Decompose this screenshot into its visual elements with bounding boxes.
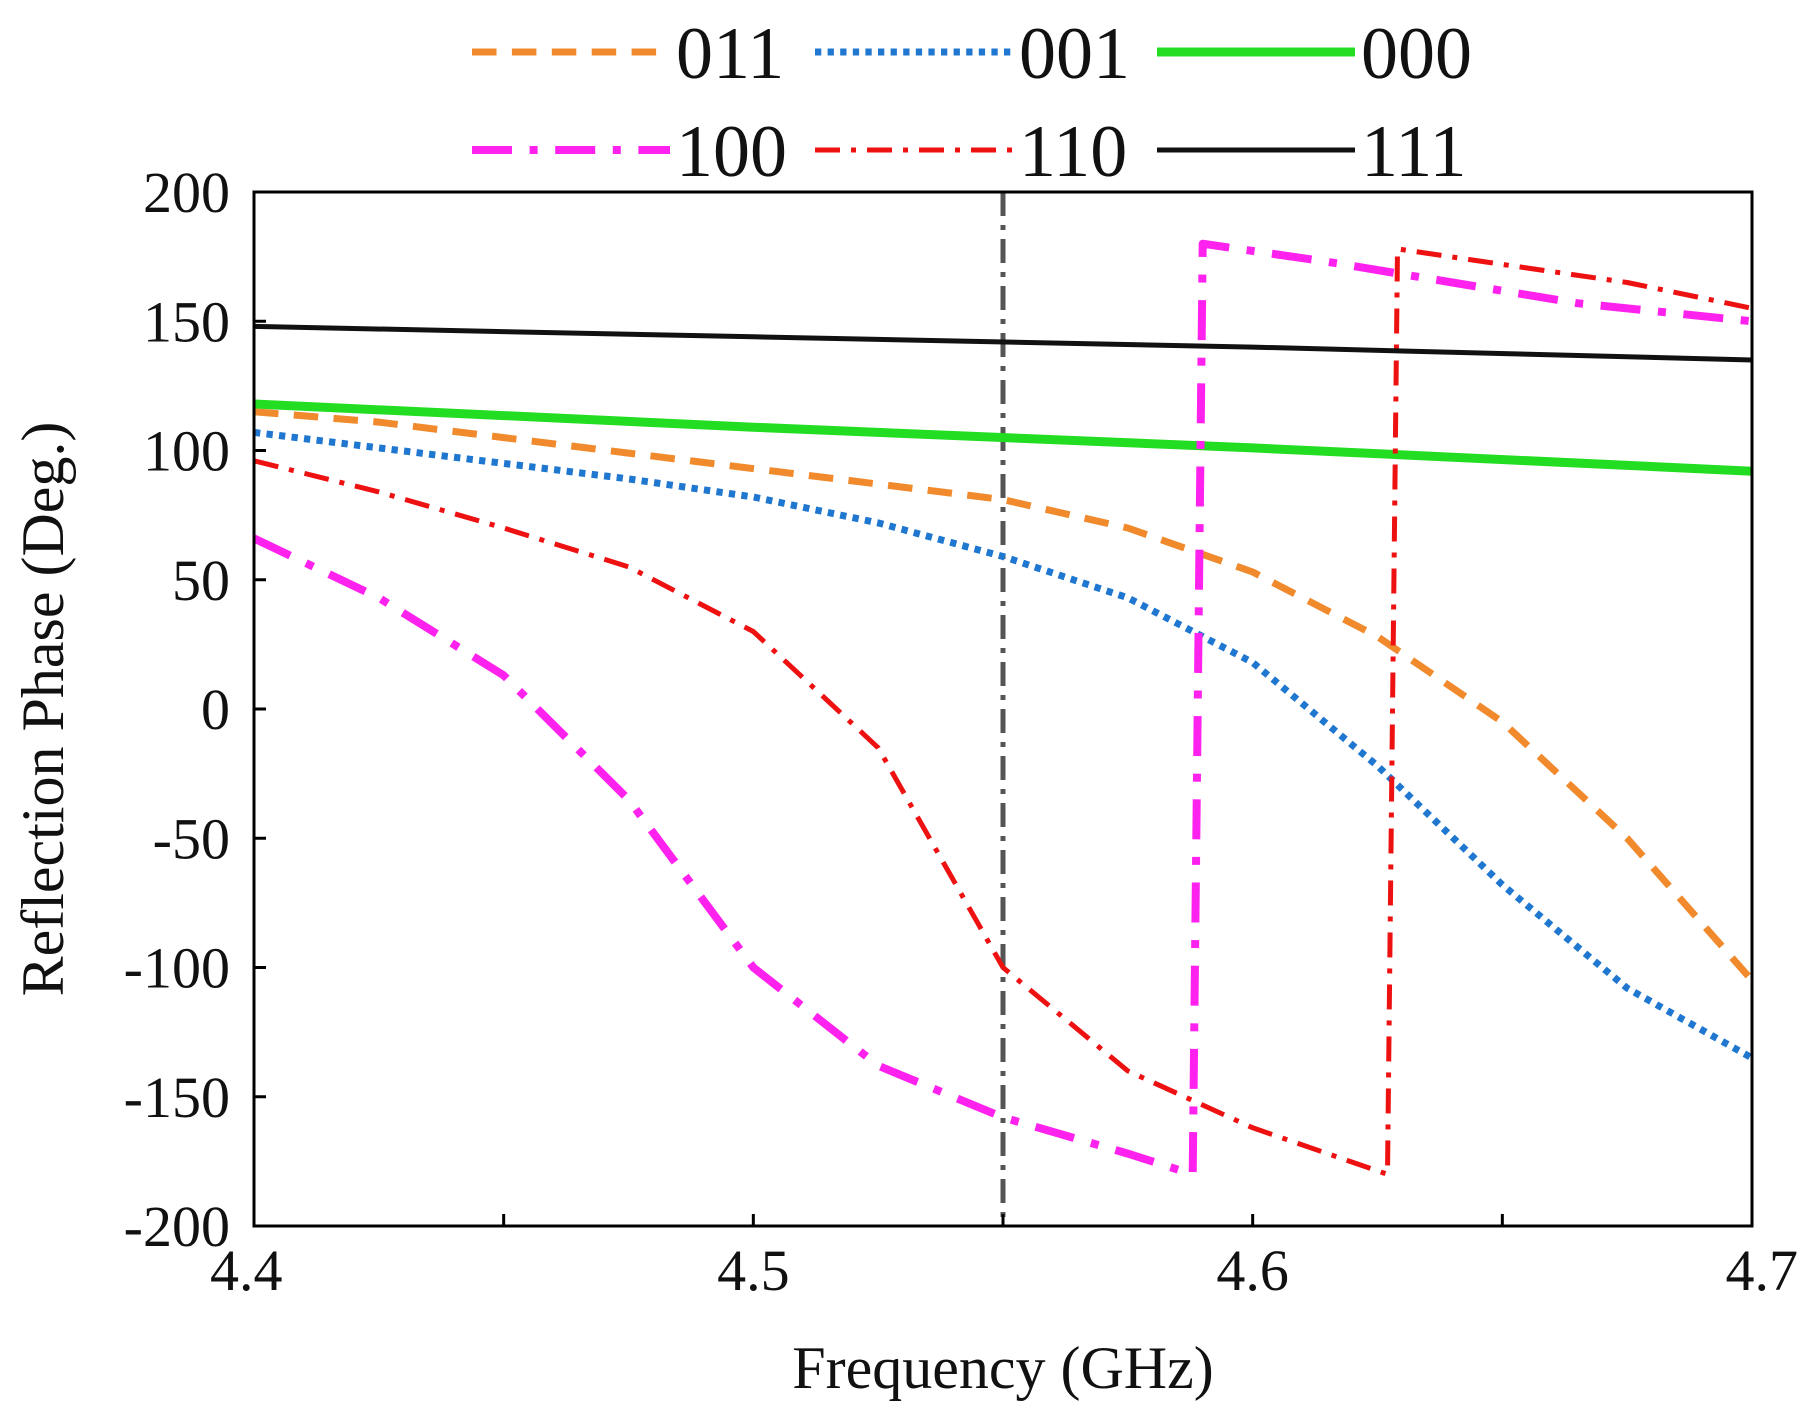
series-line-100 <box>252 239 1753 1179</box>
x-tick-label: 4.6 <box>1216 1238 1289 1303</box>
legend-label-110: 110 <box>1019 111 1127 193</box>
plot-lines <box>252 192 1755 1226</box>
y-tick-label: -50 <box>153 806 230 871</box>
legend-label-111: 111 <box>1361 111 1467 193</box>
y-tick-label: 0 <box>201 677 230 742</box>
legend-label-100: 100 <box>676 111 787 193</box>
series-line-000 <box>253 399 1753 476</box>
x-tick-label: 4.7 <box>1726 1238 1799 1303</box>
x-tick-label: 4.5 <box>717 1238 790 1303</box>
y-tick-label: 150 <box>143 289 230 354</box>
series-line-011 <box>253 408 1755 983</box>
tick-labels: 4.4 4.5 4.6 4.7 200 150 100 50 0 -50 -100 -150 -200 <box>124 160 1798 1303</box>
x-tick-label: 4.4 <box>210 1238 283 1303</box>
y-axis-title: Reflection Phase (Deg.) <box>10 422 76 997</box>
legend-item-110: 110 <box>815 111 1127 193</box>
x-axis-title: Frequency (GHz) <box>792 1335 1214 1401</box>
series-line-111 <box>253 323 1753 363</box>
series-line-001 <box>253 428 1754 1062</box>
legend-item-111: 111 <box>1157 111 1467 193</box>
legend-label-011: 011 <box>676 13 784 95</box>
y-tick-label: 200 <box>143 160 230 225</box>
legend-item-011: 011 <box>472 13 784 95</box>
y-tick-label: -200 <box>124 1194 230 1259</box>
y-tick-label: -100 <box>124 936 230 1001</box>
legend-item-001: 001 <box>815 13 1130 95</box>
legend-item-100: 100 <box>472 111 787 193</box>
legend-label-000: 000 <box>1361 13 1472 95</box>
legend: 011 001 000 100 110 111 <box>472 13 1472 193</box>
axis-ticks <box>252 190 1754 1228</box>
legend-item-000: 000 <box>1157 13 1472 95</box>
y-tick-label: 100 <box>143 419 230 484</box>
series-line-110 <box>253 246 1753 1177</box>
y-tick-label: 50 <box>172 548 230 613</box>
y-tick-label: -150 <box>124 1065 230 1130</box>
legend-label-001: 001 <box>1019 13 1130 95</box>
